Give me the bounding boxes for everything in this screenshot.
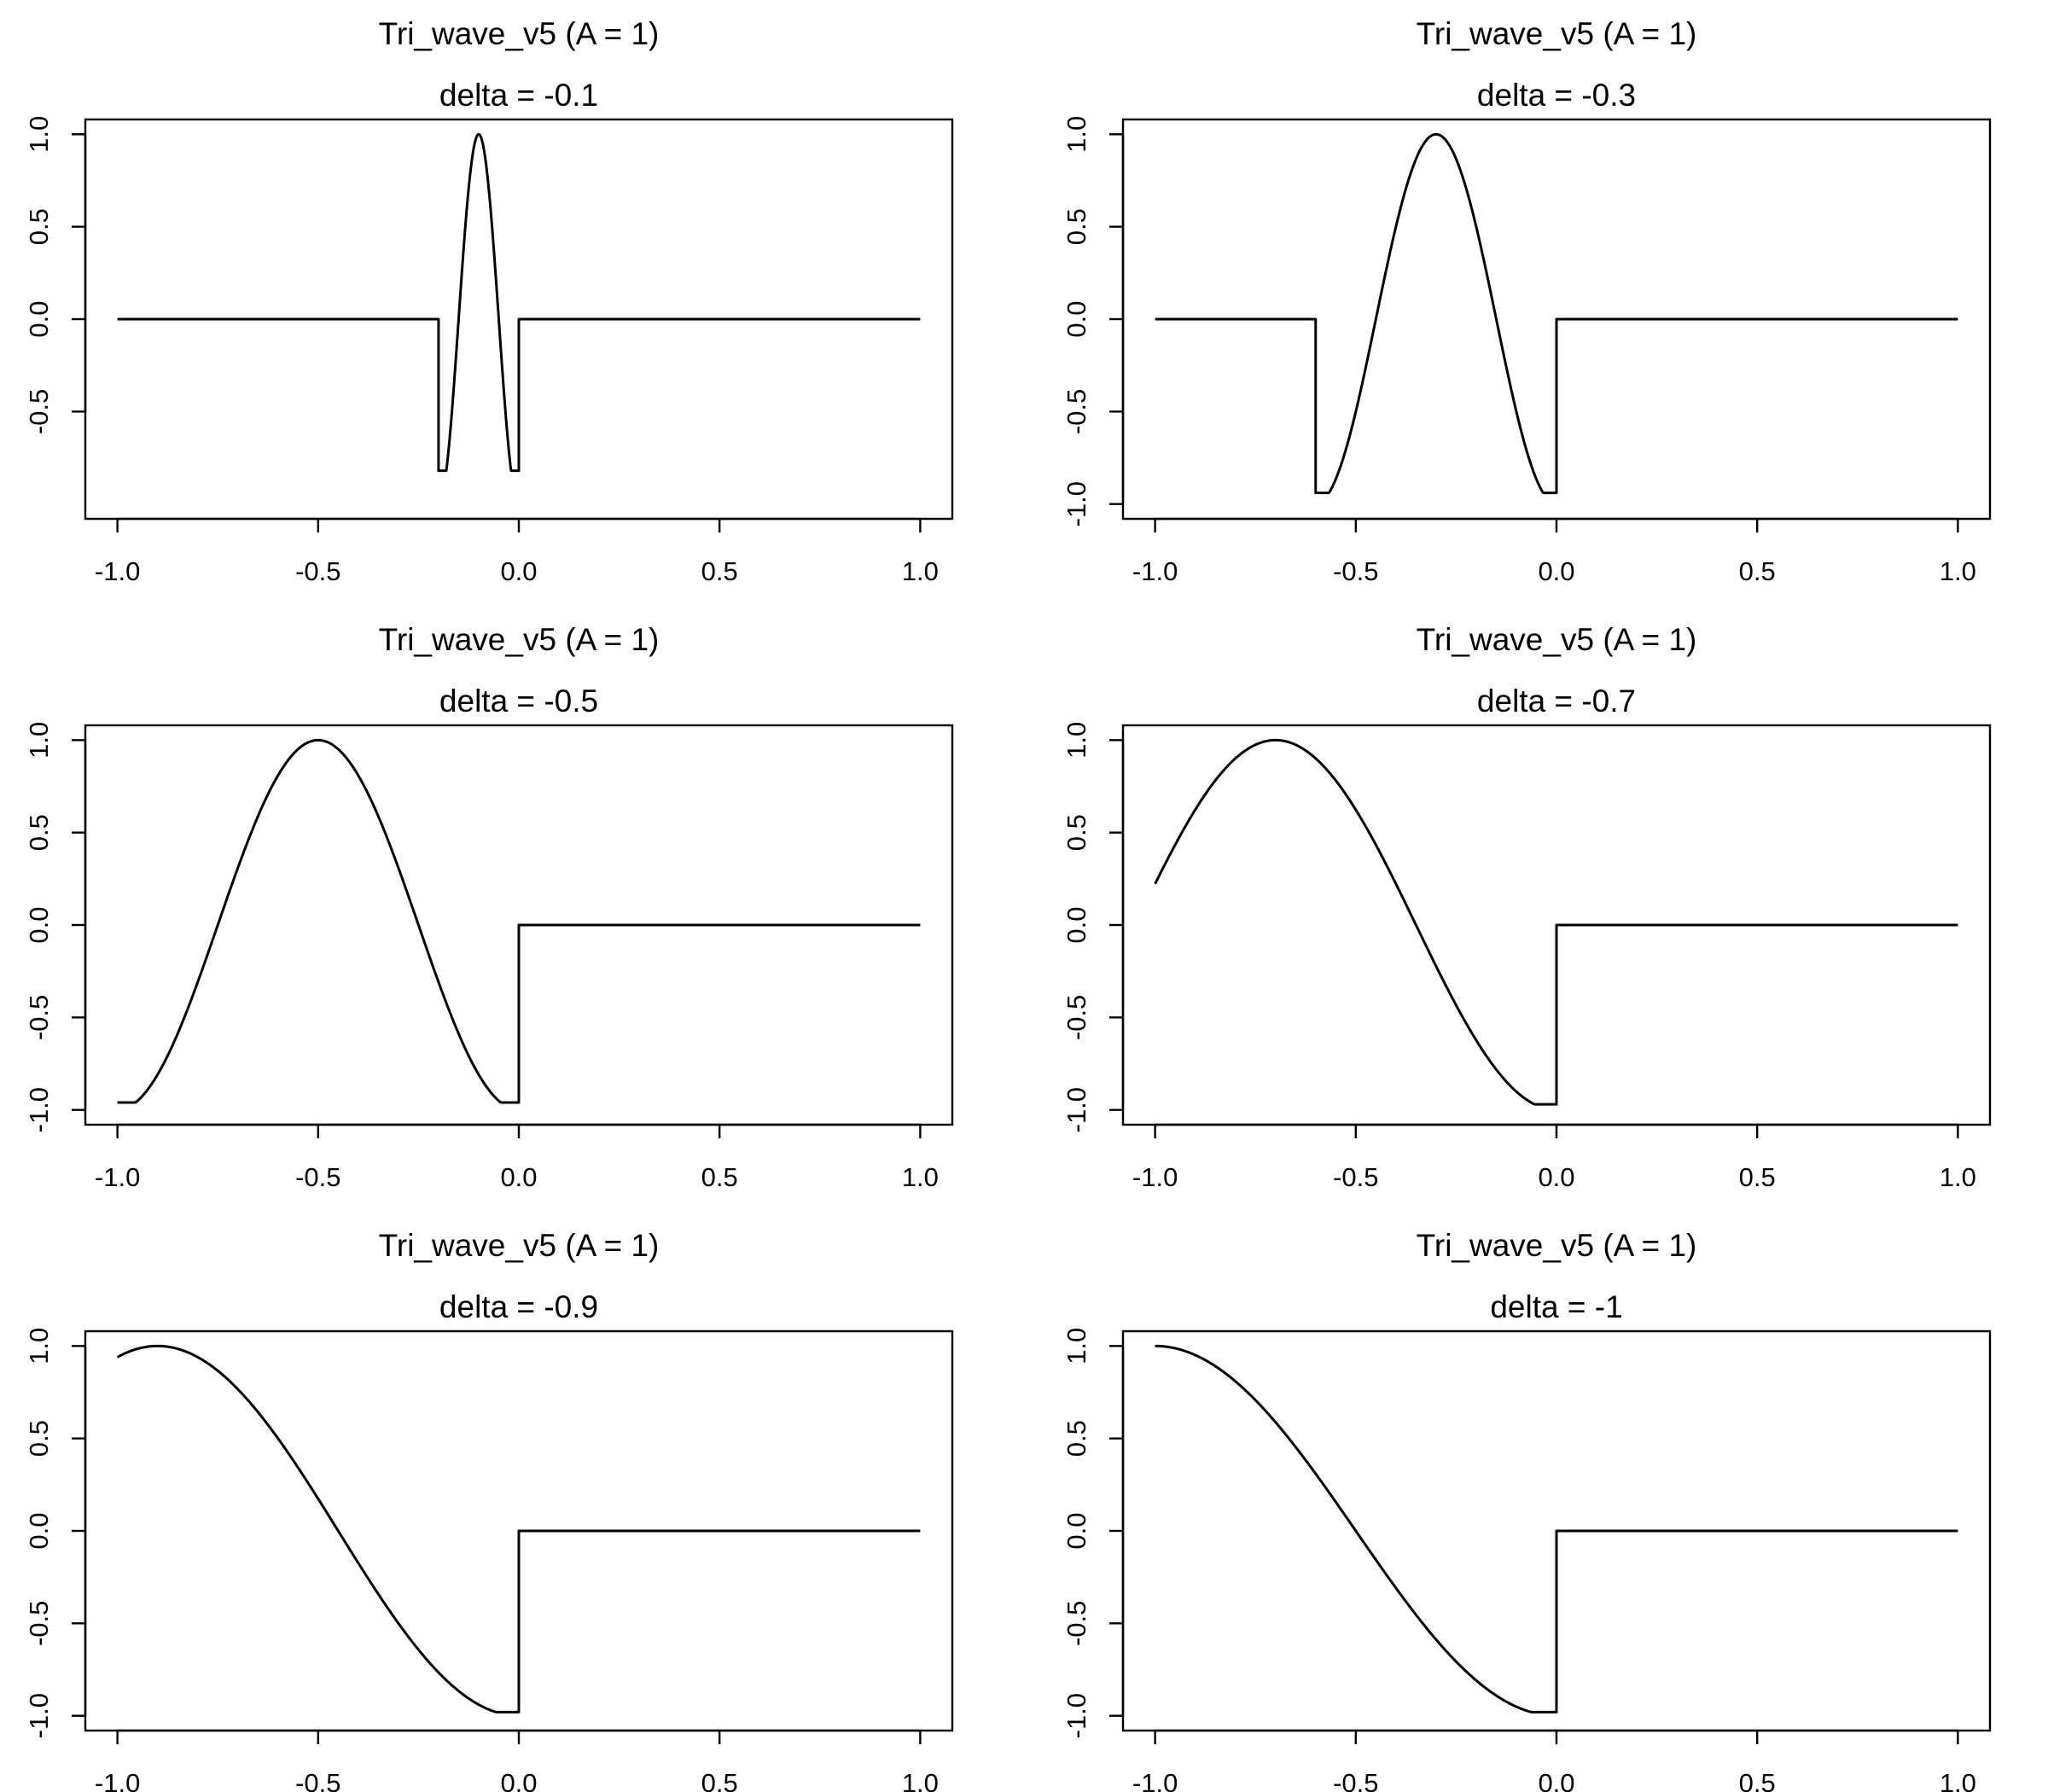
y-tick-label: 0.5	[1062, 208, 1091, 245]
x-tick-label: 0.0	[1538, 1768, 1574, 1792]
panel-3: Tri_wave_v5 (A = 1) delta = -0.5 -1.0 -0.5 0…	[24, 622, 954, 1192]
x-tick-label: 1.0	[1940, 1768, 1976, 1792]
x-tick-label: -1.0	[95, 1768, 140, 1792]
x-tick-label: 0.0	[500, 556, 537, 586]
panel-title: Tri_wave_v5 (A = 1)	[379, 622, 660, 657]
series-line	[117, 132, 921, 473]
y-tick-label: -1.0	[1062, 1693, 1091, 1738]
panel-title: Tri_wave_v5 (A = 1)	[1417, 622, 1697, 657]
panel-title: Tri_wave_v5 (A = 1)	[1417, 1228, 1697, 1263]
y-tick-label: 1.0	[1062, 116, 1091, 153]
x-tick-label: 0.5	[1739, 1768, 1776, 1792]
x-tick-label: 1.0	[902, 556, 939, 586]
x-tick-label: 0.5	[1739, 556, 1776, 586]
panel-2: Tri_wave_v5 (A = 1) delta = -0.3 -1.0 -0.5 0…	[1062, 16, 1992, 586]
x-tick-label: 0.5	[701, 556, 738, 586]
y-tick-label: 0.5	[24, 208, 54, 245]
x-tick-label: 1.0	[1940, 1162, 1976, 1192]
x-tick-label: -0.5	[295, 556, 340, 586]
y-tick-label: 0.0	[1062, 1512, 1091, 1549]
y-tick-label: -0.5	[1062, 995, 1091, 1040]
y-tick-label: -0.5	[1062, 389, 1091, 434]
panel-title: Tri_wave_v5 (A = 1)	[379, 16, 660, 51]
y-tick-label: -1.0	[24, 1693, 54, 1738]
y-tick-label: 0.0	[24, 1512, 54, 1549]
y-tick-label: -0.5	[1062, 1601, 1091, 1646]
x-tick-label: 0.5	[701, 1162, 738, 1192]
x-tick-label: 0.5	[1739, 1162, 1776, 1192]
series-line	[1154, 738, 1958, 1106]
panel-subtitle: delta = -0.1	[439, 78, 598, 113]
y-tick-label: 0.5	[24, 1420, 54, 1457]
x-tick-label: -0.5	[295, 1768, 340, 1792]
x-tick-label: 1.0	[1940, 556, 1976, 586]
x-tick-label: 0.0	[1538, 1162, 1574, 1192]
panel-subtitle: delta = -1	[1490, 1289, 1622, 1324]
y-tick-label: 0.0	[24, 300, 54, 337]
x-tick-label: 1.0	[902, 1162, 939, 1192]
x-tick-label: -1.0	[1132, 1162, 1178, 1192]
y-tick-label: 0.0	[1062, 300, 1091, 337]
y-tick-label: 0.5	[1062, 1420, 1091, 1457]
series-line	[116, 1344, 921, 1713]
y-tick-label: 1.0	[24, 722, 54, 759]
y-tick-label: -1.0	[24, 1087, 54, 1132]
y-tick-label: 1.0	[24, 1328, 54, 1364]
x-tick-label: 0.0	[500, 1162, 537, 1192]
x-tick-label: -0.5	[295, 1162, 340, 1192]
x-tick-label: -1.0	[1132, 556, 1178, 586]
y-tick-label: -0.5	[24, 1601, 54, 1646]
y-tick-label: 1.0	[1062, 722, 1091, 759]
y-tick-label: -0.5	[24, 389, 54, 434]
panel-subtitle: delta = -0.7	[1477, 684, 1636, 719]
y-tick-label: 0.5	[1062, 814, 1091, 851]
series-line	[1155, 1344, 1958, 1713]
x-tick-label: -0.5	[1333, 556, 1378, 586]
y-tick-label: 1.0	[24, 116, 54, 153]
x-tick-label: 0.0	[1538, 556, 1574, 586]
x-tick-label: 1.0	[902, 1768, 939, 1792]
x-tick-label: -1.0	[95, 556, 140, 586]
y-tick-label: -1.0	[1062, 1087, 1091, 1132]
series-line	[1155, 132, 1958, 495]
x-tick-label: -1.0	[1132, 1768, 1178, 1792]
y-tick-label: 0.5	[24, 814, 54, 851]
x-tick-label: -0.5	[1333, 1768, 1378, 1792]
x-tick-label: 0.0	[500, 1768, 537, 1792]
panel-4: Tri_wave_v5 (A = 1) delta = -0.7 -1.0 -0.5 0…	[1062, 622, 1992, 1192]
y-tick-label: -1.0	[1062, 481, 1091, 527]
panel-title: Tri_wave_v5 (A = 1)	[1417, 16, 1697, 51]
panel-6: Tri_wave_v5 (A = 1) delta = -1 -1.0 -0.5 0.0…	[1062, 1228, 1992, 1792]
panel-1: Tri_wave_v5 (A = 1) delta = -0.1 -1.0 -0.5 0…	[24, 16, 954, 586]
panel-title: Tri_wave_v5 (A = 1)	[379, 1228, 660, 1263]
y-tick-label: 0.0	[1062, 906, 1091, 943]
x-tick-label: 0.5	[701, 1768, 738, 1792]
panel-5: Tri_wave_v5 (A = 1) delta = -0.9 -1.0 -0.5 0…	[24, 1228, 954, 1792]
y-tick-label: 1.0	[1062, 1328, 1091, 1364]
series-line	[117, 738, 921, 1104]
panel-subtitle: delta = -0.3	[1477, 78, 1636, 113]
panel-subtitle: delta = -0.5	[439, 684, 598, 719]
x-tick-label: -1.0	[95, 1162, 140, 1192]
x-tick-label: -0.5	[1333, 1162, 1378, 1192]
panel-subtitle: delta = -0.9	[439, 1289, 598, 1324]
y-tick-label: -0.5	[24, 995, 54, 1040]
y-tick-label: 0.0	[24, 906, 54, 943]
